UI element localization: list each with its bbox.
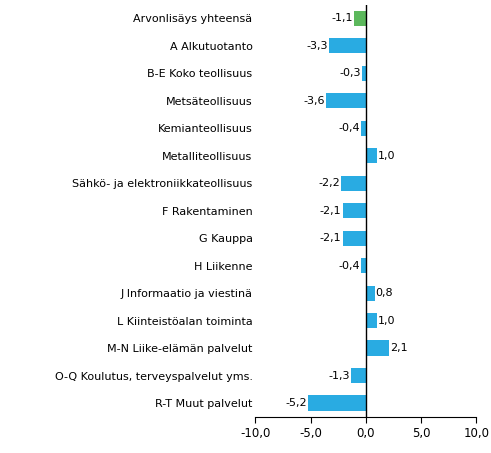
Bar: [366, 285, 375, 301]
Bar: [341, 176, 366, 191]
Bar: [329, 38, 366, 53]
Text: -0,4: -0,4: [339, 260, 360, 270]
Bar: [343, 231, 366, 246]
Bar: [354, 11, 366, 26]
Text: 1,0: 1,0: [378, 151, 395, 161]
Text: 0,8: 0,8: [376, 288, 393, 298]
Text: -1,3: -1,3: [329, 371, 351, 381]
Bar: [366, 341, 389, 356]
Bar: [343, 203, 366, 218]
Bar: [308, 395, 366, 410]
Text: 2,1: 2,1: [390, 343, 408, 353]
Bar: [362, 66, 366, 81]
Text: -1,1: -1,1: [331, 13, 353, 23]
Text: -0,4: -0,4: [339, 123, 360, 133]
Bar: [366, 148, 377, 163]
Text: -0,3: -0,3: [340, 68, 361, 78]
Text: -2,1: -2,1: [320, 233, 341, 243]
Text: -3,6: -3,6: [303, 96, 325, 106]
Bar: [366, 313, 377, 328]
Bar: [326, 93, 366, 108]
Text: -5,2: -5,2: [286, 398, 307, 408]
Text: -2,1: -2,1: [320, 206, 341, 216]
Text: 1,0: 1,0: [378, 316, 395, 326]
Bar: [352, 368, 366, 383]
Bar: [361, 120, 366, 136]
Bar: [361, 258, 366, 273]
Text: -2,2: -2,2: [319, 178, 340, 188]
Text: -3,3: -3,3: [307, 41, 328, 51]
